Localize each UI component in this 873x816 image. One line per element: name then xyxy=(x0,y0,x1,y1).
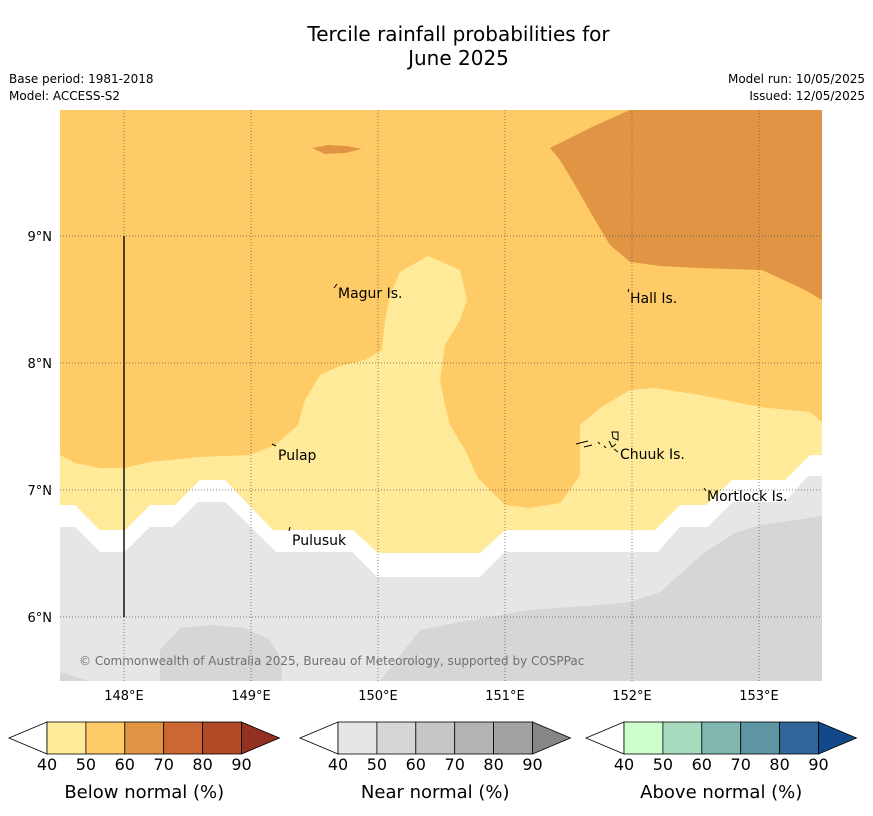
legend-tick-label: 40 xyxy=(37,755,57,774)
legend-tick-label: 50 xyxy=(367,755,387,774)
legend-right-arrow xyxy=(241,721,281,755)
near-50-60-west-region xyxy=(160,625,282,681)
lon-153: 153°E xyxy=(739,689,779,704)
legend-swatch xyxy=(662,721,703,755)
pulusuk-island-shape xyxy=(288,526,291,532)
legend-title: Above normal (%) xyxy=(640,782,802,803)
model-name: Model: ACCESS-S2 xyxy=(9,89,121,103)
legend-swatch xyxy=(493,721,533,755)
legend-tick-label: 40 xyxy=(328,755,348,774)
island-outlines xyxy=(271,283,707,532)
legend-swatch xyxy=(376,721,417,755)
legend-right-arrow xyxy=(532,721,572,755)
legend-swatch xyxy=(46,721,87,755)
lon-149: 149°E xyxy=(231,689,271,704)
title-line-2: June 2025 xyxy=(408,46,509,70)
legend-tick-label: 40 xyxy=(614,755,634,774)
below-60-70-small-region xyxy=(312,145,362,154)
axis-labels: 148°E 149°E 150°E 151°E 152°E 153°E 9°N … xyxy=(28,230,779,704)
legend-tick-label: 80 xyxy=(769,755,789,774)
legend-title: Near normal (%) xyxy=(361,782,510,803)
lat-8n: 8°N xyxy=(28,357,53,372)
legend-swatch xyxy=(202,721,242,755)
issued-date: Issued: 12/05/2025 xyxy=(749,89,865,103)
legend-tick-label: 50 xyxy=(653,755,673,774)
legend-swatch xyxy=(779,721,819,755)
legend-swatch xyxy=(337,721,378,755)
below-40-50-region xyxy=(60,256,822,553)
legend-tick-label: 90 xyxy=(522,755,542,774)
place-pulusuk: Pulusuk xyxy=(292,533,347,549)
legend-swatch xyxy=(124,721,165,755)
legend-swatch xyxy=(701,721,742,755)
legend-tick-label: 80 xyxy=(483,755,503,774)
legend-tick-label: 90 xyxy=(231,755,251,774)
model-run: Model run: 10/05/2025 xyxy=(727,72,865,86)
place-labels: Magur Is. Hall Is. Pulap Chuuk Is. Mortl… xyxy=(278,286,787,549)
legend-swatch xyxy=(163,721,203,755)
meta-left: Base period: 1981-2018 Model: ACCESS-S2 xyxy=(9,71,154,105)
legend-above-normal: 40 50 60 70 80 90 Above normal (%) xyxy=(584,721,858,803)
copyright-notice: © Commonwealth of Australia 2025, Bureau… xyxy=(79,654,584,668)
legend-title: Below normal (%) xyxy=(64,782,224,803)
legend-right-arrow xyxy=(818,721,858,755)
no-dominant-band xyxy=(60,455,822,577)
title-line-1: Tercile rainfall probabilities for xyxy=(307,22,610,46)
lon-152: 152°E xyxy=(612,689,652,704)
map-area[interactable]: Magur Is. Hall Is. Pulap Chuuk Is. Mortl… xyxy=(60,110,822,681)
meta-right: Model run: 10/05/2025 Issued: 12/05/2025 xyxy=(728,71,865,105)
lat-7n: 7°N xyxy=(28,484,53,499)
legend-tick-label: 70 xyxy=(154,755,174,774)
legend-tick-label: 70 xyxy=(731,755,751,774)
legend-swatch xyxy=(740,721,781,755)
legend-left-arrow xyxy=(7,721,48,755)
base-period: Base period: 1981-2018 xyxy=(9,72,154,86)
place-pulap: Pulap xyxy=(278,448,317,464)
place-hall: Hall Is. xyxy=(630,291,677,307)
legend-left-arrow xyxy=(298,721,339,755)
legend-near-normal: 40 50 60 70 80 90 Near normal (%) xyxy=(298,721,572,803)
legend-tick-label: 90 xyxy=(808,755,828,774)
legend-swatch xyxy=(623,721,664,755)
place-chuuk: Chuuk Is. xyxy=(620,447,685,463)
legend-tick-label: 50 xyxy=(76,755,96,774)
below-60-70-region xyxy=(550,110,822,300)
pulap-island-shape xyxy=(271,443,277,447)
lat-9n: 9°N xyxy=(28,230,53,245)
lat-6n: 6°N xyxy=(28,611,53,626)
magur-island-shape xyxy=(333,283,338,289)
place-magur: Magur Is. xyxy=(338,286,403,302)
near-50-60-region xyxy=(380,516,822,681)
legend-tick-label: 70 xyxy=(445,755,465,774)
place-mortlock: Mortlock Is. xyxy=(707,489,787,505)
legend-below-normal: 40 50 60 70 80 90 Below normal (%) xyxy=(7,721,281,803)
lon-151: 151°E xyxy=(485,689,525,704)
near-50-60-southwest-edge xyxy=(60,672,90,681)
legend-swatch xyxy=(454,721,495,755)
lon-150: 150°E xyxy=(358,689,398,704)
chuuk-island-shape xyxy=(575,431,619,453)
legend-tick-label: 80 xyxy=(192,755,212,774)
hall-island-shape xyxy=(627,288,630,293)
lon-148: 148°E xyxy=(104,689,144,704)
legend-swatch xyxy=(415,721,456,755)
legend-tick-label: 60 xyxy=(115,755,135,774)
mortlock-island-shape xyxy=(703,487,707,492)
legend-tick-label: 60 xyxy=(406,755,426,774)
legend-left-arrow xyxy=(584,721,625,755)
legend-tick-label: 60 xyxy=(692,755,712,774)
map-title: Tercile rainfall probabilities for June … xyxy=(0,22,873,70)
legend-swatch xyxy=(85,721,126,755)
